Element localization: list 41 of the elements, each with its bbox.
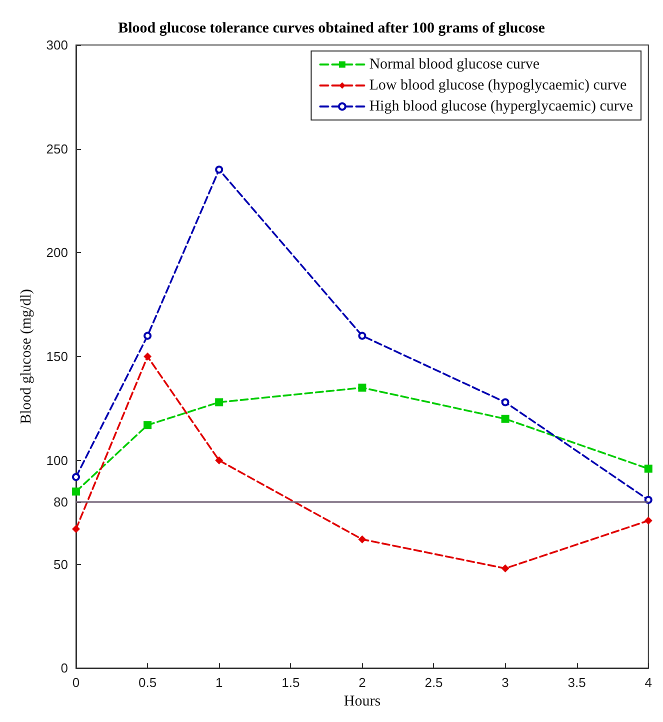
point (358, 332, 366, 340)
y-tick-label: 50 (54, 556, 68, 572)
point (358, 535, 366, 544)
point (144, 332, 152, 340)
x-tick-label: 1 (215, 675, 223, 690)
point (501, 414, 510, 423)
x-tick-label: 4 (644, 675, 652, 690)
point (215, 166, 224, 174)
point (144, 421, 152, 430)
y-axis-title: Blood glucose (mg/dl) (18, 289, 34, 424)
y-tick-label: 150 (46, 349, 68, 364)
x-tick-label: 2.5 (424, 675, 443, 690)
x-tick-label: 3 (502, 675, 509, 690)
x-tick-label: 3.5 (568, 675, 586, 690)
point (644, 496, 652, 504)
point (644, 516, 652, 525)
x-axis-title: Hours (344, 694, 381, 710)
y-tick-label: 300 (46, 38, 68, 52)
y-tick-label: 100 (46, 452, 68, 468)
point (215, 456, 224, 464)
x-tick-label: 0 (72, 675, 80, 690)
y-tick-label: 0 (60, 660, 68, 676)
legend-label: Low blood glucose (hypoglycaemic) curve (369, 78, 627, 94)
x-tick-label: 1.5 (282, 675, 300, 690)
y-tick-label: 80 (54, 494, 68, 510)
legend-label: Normal blood glucose curve (369, 56, 540, 72)
point (72, 473, 80, 482)
point (501, 398, 510, 406)
legend-label: High blood glucose (hyperglycaemic) curve (369, 98, 634, 114)
x-tick-label: 0.5 (138, 675, 157, 690)
point (72, 524, 80, 533)
point (144, 352, 152, 361)
x-tick-label: 2 (358, 675, 366, 690)
y-tick-label: 250 (46, 141, 68, 156)
point (215, 398, 224, 406)
point (72, 488, 80, 496)
point (358, 384, 366, 392)
chart-title: Blood glucose tolerance curves obtained after 100 grams of glucose (118, 20, 546, 36)
point (644, 464, 652, 473)
y-tick-label: 200 (46, 245, 68, 260)
point (501, 564, 510, 572)
